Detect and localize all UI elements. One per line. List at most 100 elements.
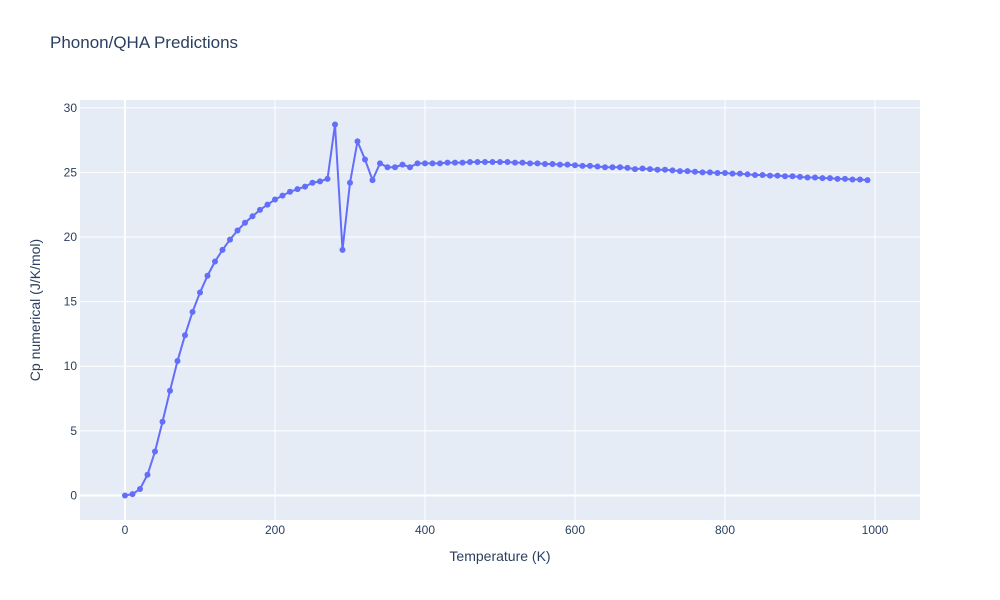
data-point[interactable] [707, 169, 713, 176]
data-point[interactable] [594, 163, 601, 170]
data-point[interactable] [249, 213, 256, 220]
data-point[interactable] [459, 159, 466, 166]
data-point[interactable] [789, 173, 796, 180]
data-point[interactable] [197, 289, 203, 296]
data-point[interactable] [609, 164, 616, 171]
data-point[interactable] [189, 308, 196, 315]
data-point[interactable] [834, 175, 841, 182]
data-point[interactable] [339, 246, 346, 253]
data-point[interactable] [317, 178, 323, 185]
data-point[interactable] [422, 160, 428, 167]
data-point[interactable] [774, 172, 781, 179]
data-point[interactable] [152, 448, 158, 455]
data-point[interactable] [302, 183, 308, 190]
data-point[interactable] [324, 175, 331, 182]
data-point[interactable] [332, 121, 338, 128]
data-point[interactable] [534, 160, 541, 167]
data-point[interactable] [699, 169, 706, 176]
data-point[interactable] [857, 176, 863, 183]
data-point[interactable] [527, 160, 533, 167]
data-point[interactable] [752, 171, 758, 178]
data-point[interactable] [234, 227, 241, 234]
data-point[interactable] [617, 164, 623, 171]
data-point[interactable] [849, 176, 856, 183]
data-point[interactable] [414, 160, 421, 167]
data-point[interactable] [242, 219, 248, 226]
data-point[interactable] [167, 387, 173, 394]
data-point[interactable] [804, 174, 811, 181]
data-point[interactable] [662, 166, 668, 173]
data-point[interactable] [219, 246, 226, 253]
data-point[interactable] [572, 162, 578, 169]
data-point[interactable] [797, 173, 803, 180]
data-point[interactable] [827, 175, 833, 182]
data-point[interactable] [407, 164, 413, 171]
data-point[interactable] [744, 171, 751, 178]
data-point[interactable] [377, 160, 383, 167]
data-point[interactable] [842, 175, 848, 182]
data-point[interactable] [429, 160, 436, 167]
data-point[interactable] [654, 166, 661, 173]
data-point[interactable] [144, 471, 151, 478]
data-point[interactable] [714, 170, 721, 177]
data-point[interactable] [512, 159, 518, 166]
data-point[interactable] [272, 196, 278, 203]
data-point[interactable] [684, 168, 691, 175]
data-point[interactable] [354, 138, 361, 145]
data-point[interactable] [812, 174, 818, 181]
data-point[interactable] [549, 160, 556, 167]
data-point[interactable] [227, 236, 233, 243]
data-point[interactable] [474, 159, 481, 166]
data-point[interactable] [467, 159, 473, 166]
data-point[interactable] [452, 159, 458, 166]
data-point[interactable] [557, 161, 563, 168]
data-point[interactable] [309, 179, 316, 186]
data-point[interactable] [392, 164, 398, 171]
data-point[interactable] [122, 492, 128, 499]
data-point[interactable] [624, 164, 631, 171]
data-point[interactable] [497, 159, 503, 166]
data-point[interactable] [782, 173, 788, 180]
data-point[interactable] [212, 258, 218, 265]
data-point[interactable] [129, 491, 136, 498]
data-point[interactable] [437, 160, 443, 167]
data-point[interactable] [399, 161, 406, 168]
data-point[interactable] [204, 272, 211, 279]
data-point[interactable] [137, 485, 143, 492]
data-point[interactable] [287, 188, 293, 195]
data-point[interactable] [294, 186, 301, 193]
data-point[interactable] [504, 159, 511, 166]
data-point[interactable] [362, 156, 368, 163]
data-point[interactable] [759, 171, 766, 178]
data-point[interactable] [602, 164, 608, 171]
data-point[interactable] [279, 192, 286, 199]
data-point[interactable] [632, 166, 638, 173]
data-point[interactable] [159, 418, 166, 425]
data-point[interactable] [579, 162, 586, 169]
data-point[interactable] [729, 170, 736, 177]
data-point[interactable] [722, 170, 728, 177]
data-point[interactable] [482, 159, 488, 166]
data-point[interactable] [692, 168, 698, 175]
data-point[interactable] [174, 358, 181, 365]
data-point[interactable] [647, 166, 653, 173]
data-point[interactable] [182, 332, 188, 339]
data-point[interactable] [347, 179, 353, 186]
data-point[interactable] [489, 159, 496, 166]
data-point[interactable] [257, 206, 263, 213]
data-point[interactable] [564, 161, 571, 168]
data-point[interactable] [669, 167, 676, 174]
data-point[interactable] [677, 168, 683, 175]
data-point[interactable] [639, 165, 646, 172]
data-point[interactable] [384, 164, 391, 171]
data-point[interactable] [767, 172, 773, 179]
data-point[interactable] [519, 159, 526, 166]
data-point[interactable] [444, 159, 451, 166]
data-point[interactable] [587, 162, 593, 169]
data-point[interactable] [864, 177, 871, 184]
data-point[interactable] [737, 170, 743, 177]
data-point[interactable] [369, 177, 376, 184]
data-point[interactable] [264, 201, 271, 208]
data-point[interactable] [542, 160, 548, 167]
data-point[interactable] [819, 175, 826, 182]
